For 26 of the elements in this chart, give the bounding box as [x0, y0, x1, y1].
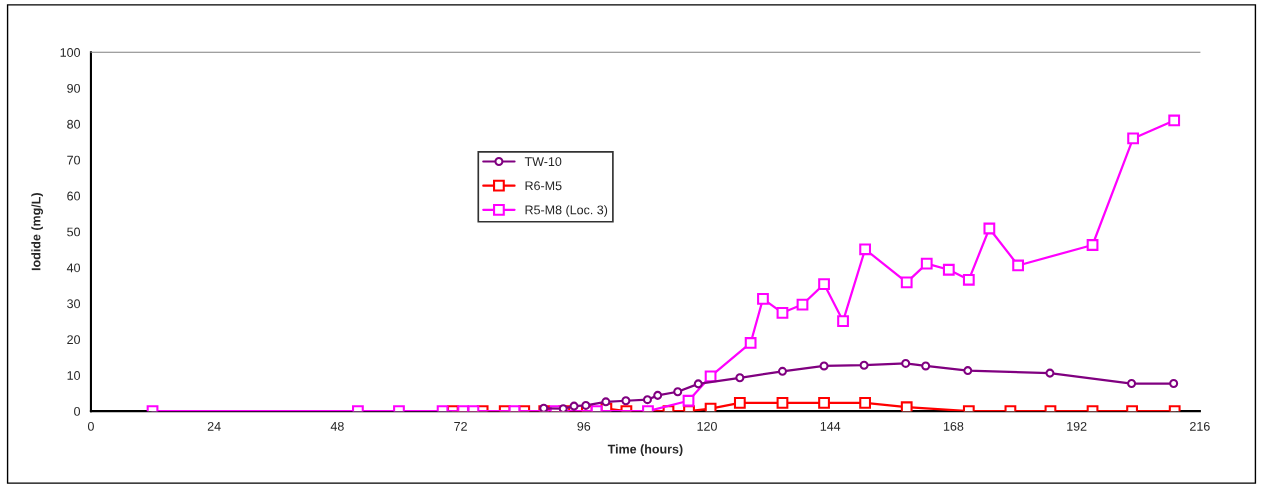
x-tick-label: 120 [697, 421, 717, 431]
y-tick-label: 0 [74, 406, 81, 416]
y-tick-label: 40 [66, 263, 81, 273]
x-tick-label: 168 [943, 421, 964, 431]
y-tick-label: 10 [67, 371, 81, 380]
x-tick-label: 144 [820, 422, 841, 431]
y-tick-label: 50 [67, 227, 81, 237]
y-tick-label: 100 [60, 48, 81, 57]
legend-label: R5-M8 (Loc. 3) [525, 205, 608, 217]
x-tick-label: 192 [1067, 421, 1087, 431]
x-tick-label: 72 [454, 421, 467, 431]
x-axis-title: Time (hours) [607, 444, 683, 456]
y-tick-label: 80 [67, 119, 81, 129]
x-tick-label: 96 [577, 421, 591, 431]
x-tick-label: 0 [87, 421, 94, 431]
x-tick-label: 216 [1190, 421, 1210, 431]
y-tick-label: 70 [67, 155, 81, 165]
y-tick-label: 60 [67, 191, 81, 201]
x-tick-label: 48 [330, 421, 344, 431]
y-tick-label: 90 [67, 83, 81, 93]
y-tick-label: 30 [67, 299, 81, 309]
y-axis-title: Iodide (mg/L) [31, 193, 43, 271]
legend-label: R6-M5 [525, 181, 562, 191]
legend-label: TW-10 [524, 157, 562, 166]
x-tick-label: 24 [207, 421, 221, 431]
y-tick-label: 20 [67, 335, 81, 345]
